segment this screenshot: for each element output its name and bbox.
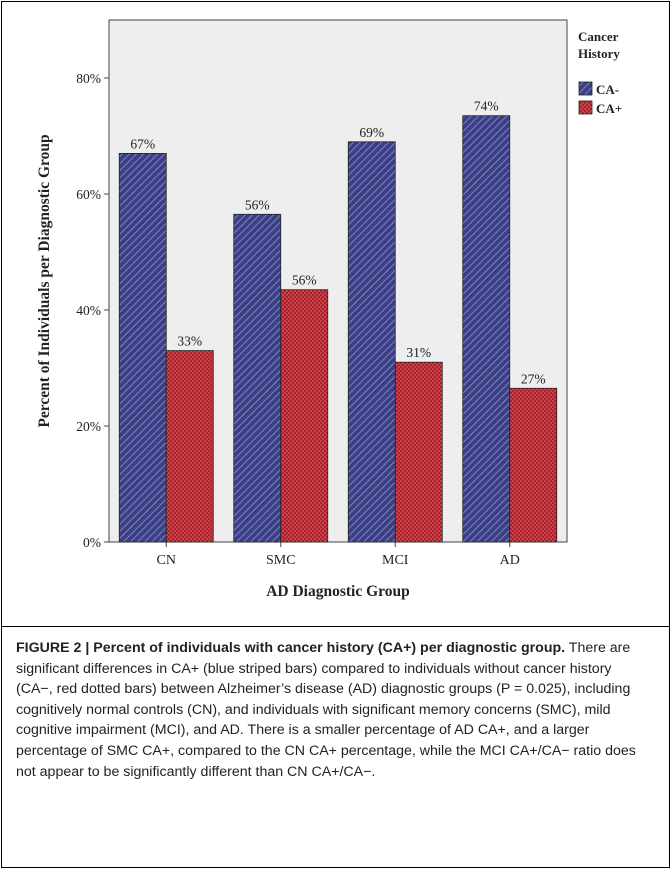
x-tick-label: CN [157, 553, 176, 568]
legend-swatch-ca-plus [578, 100, 593, 115]
caption-body: There are significant differences in CA+… [16, 640, 636, 780]
legend: Cancer History CA- CA+ [578, 29, 622, 116]
bar-caminus-cn [118, 152, 167, 543]
bar-caplus-ad [509, 387, 558, 543]
y-tick-label: 0% [83, 535, 101, 550]
legend-title-line2: History [578, 46, 620, 61]
legend-label-ca-plus: CA+ [596, 101, 622, 116]
bar-data-label: 27% [521, 371, 546, 386]
bar-data-label: 56% [245, 197, 270, 212]
y-tick-label: 20% [76, 419, 101, 434]
bar-caminus-smc [233, 213, 282, 543]
legend-swatch-ca-minus [578, 81, 593, 96]
legend-title-line1: Cancer [578, 29, 619, 44]
caption-divider [1, 626, 670, 627]
bar-caminus-mci [347, 141, 396, 543]
bar-data-label: 31% [406, 345, 431, 360]
bar-caplus-cn [165, 350, 214, 543]
bar-data-label: 56% [292, 273, 317, 288]
y-tick-label: 80% [76, 71, 101, 86]
legend-label-ca-minus: CA- [596, 82, 619, 97]
bar-data-label: 33% [177, 334, 202, 349]
y-axis-title: Percent of Individuals per Diagnostic Gr… [36, 134, 53, 427]
x-tick-label: MCI [382, 553, 409, 568]
y-axis: 0% 20% 40% 60% 80% [76, 71, 109, 550]
bar-labels-group: 67% 33% 56% 56% 69% 31% 74% 27% [130, 99, 545, 387]
bar-caplus-smc [280, 289, 329, 543]
x-tick-label: AD [500, 553, 520, 568]
caption-title: FIGURE 2 | Percent of individuals with c… [16, 640, 566, 656]
y-tick-label: 40% [76, 303, 101, 318]
x-tick-label: SMC [266, 553, 296, 568]
figure-caption: FIGURE 2 | Percent of individuals with c… [16, 638, 646, 782]
x-axis: CN SMC MCI AD [157, 542, 520, 568]
y-tick-label: 60% [76, 187, 101, 202]
bar-caplus-mci [394, 361, 443, 543]
bar-data-label: 67% [130, 136, 155, 151]
x-axis-title: AD Diagnostic Group [266, 583, 410, 600]
bar-data-label: 74% [474, 99, 499, 114]
bar-chart: 0% 20% 40% 60% 80% CN SMC MCI AD 67% 33% 56% 56% 69… [36, 19, 622, 600]
bars-group [118, 115, 558, 543]
bar-caminus-ad [462, 115, 511, 543]
bar-data-label: 69% [359, 125, 384, 140]
